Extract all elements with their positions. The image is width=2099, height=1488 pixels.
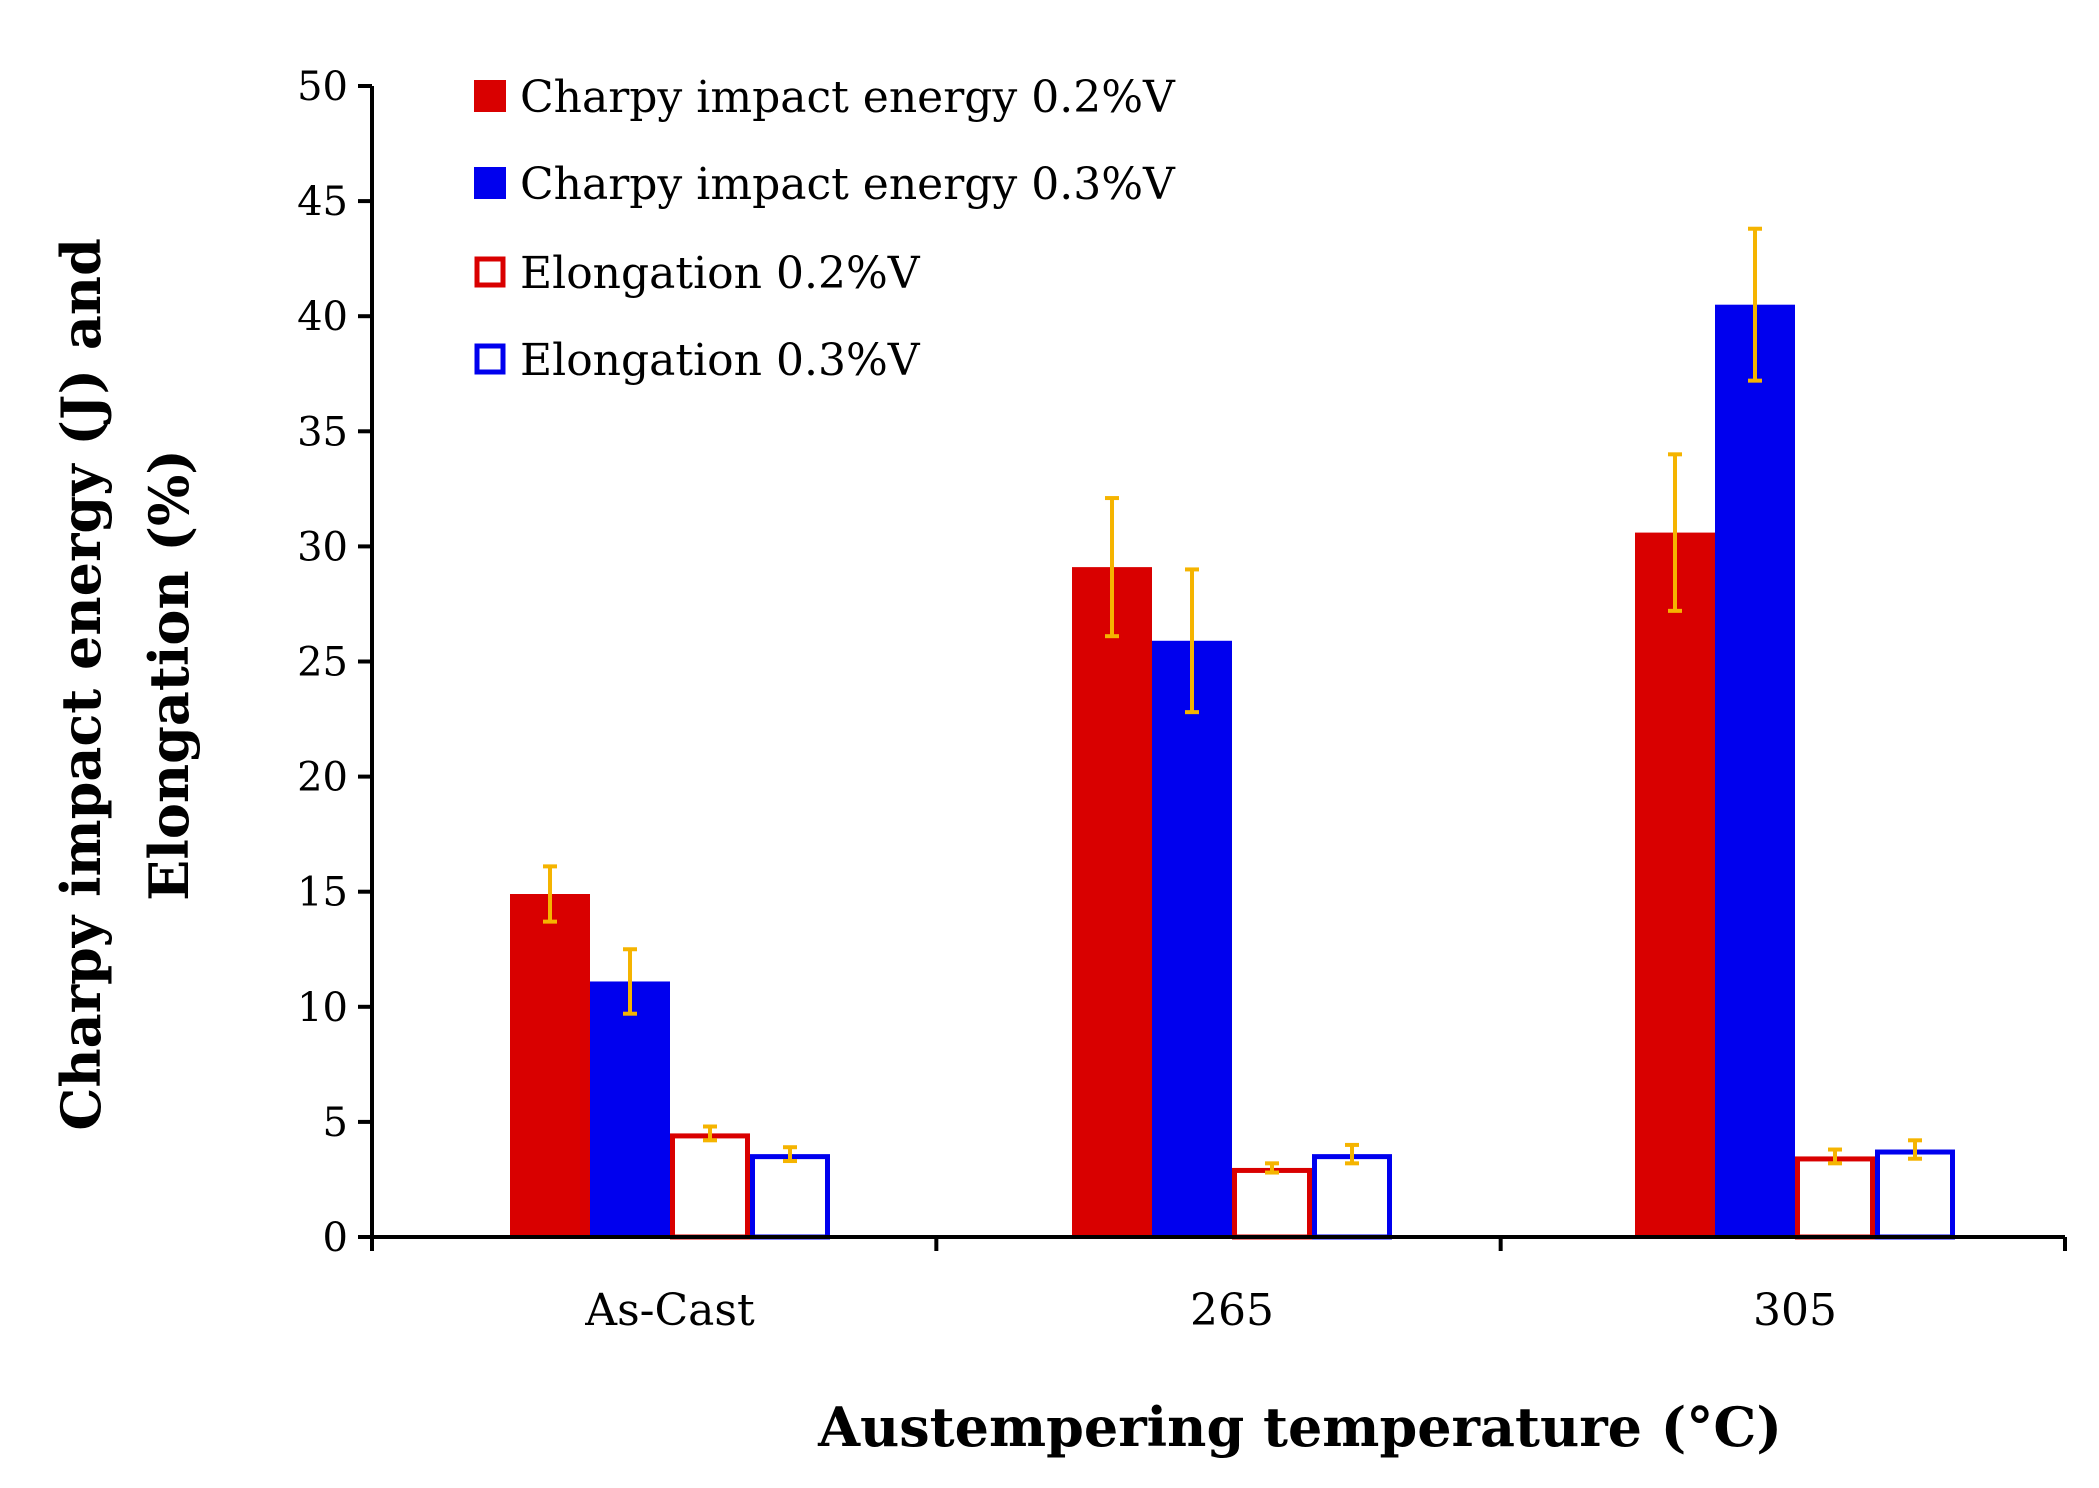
bar — [1715, 304, 1795, 1237]
y-tick-label: 45 — [297, 179, 348, 225]
bar — [590, 981, 670, 1237]
y-tick-label: 0 — [323, 1215, 348, 1261]
legend-label: Elongation 0.3%V — [520, 335, 921, 386]
bar — [1152, 640, 1232, 1237]
bar — [670, 1133, 750, 1240]
y-axis-title: Charpy impact energy (J) and Elongation … — [49, 219, 201, 1130]
x-tick-label: 265 — [1190, 1285, 1274, 1336]
legend-label: Charpy impact energy 0.3%V — [520, 159, 1176, 210]
y-axis-title-line-1: Charpy impact energy (J) and — [49, 238, 113, 1130]
y-tick-label: 30 — [297, 524, 348, 570]
legend-swatch — [474, 256, 506, 288]
y-tick-label: 40 — [297, 294, 348, 340]
bar — [1072, 567, 1152, 1237]
bar — [510, 894, 590, 1237]
x-tick-label: 305 — [1753, 1285, 1837, 1336]
bar — [1875, 1149, 1955, 1240]
legend-swatch — [474, 80, 506, 112]
y-tick-label: 5 — [323, 1100, 348, 1146]
bar — [1795, 1156, 1875, 1240]
y-tick-label: 10 — [297, 985, 348, 1031]
y-tick-label: 25 — [297, 640, 348, 686]
bar — [1312, 1154, 1392, 1240]
y-tick-label: 20 — [297, 755, 348, 801]
y-axis-title-line-2: Elongation (%) — [137, 449, 201, 901]
bar — [750, 1154, 830, 1240]
legend: Charpy impact energy 0.2%V Charpy impact … — [474, 72, 1176, 386]
x-tick-label: As-Cast — [584, 1285, 755, 1336]
legend-swatch — [474, 343, 506, 375]
bar — [1232, 1167, 1312, 1240]
y-tick-label: 50 — [297, 64, 348, 110]
legend-label: Charpy impact energy 0.2%V — [520, 72, 1176, 123]
x-axis-title: Austempering temperature (°C) — [817, 1395, 1782, 1459]
legend-swatch — [474, 167, 506, 199]
bar — [1635, 532, 1715, 1237]
bars-layer — [510, 226, 1955, 1240]
y-tick-label: 35 — [297, 409, 348, 455]
axes-layer: 0 5 10 15 20 25 30 35 40 45 50 As-Cast 265 305 — [297, 64, 2067, 1336]
legend-label: Elongation 0.2%V — [520, 248, 921, 299]
y-tick-label: 15 — [297, 870, 348, 916]
